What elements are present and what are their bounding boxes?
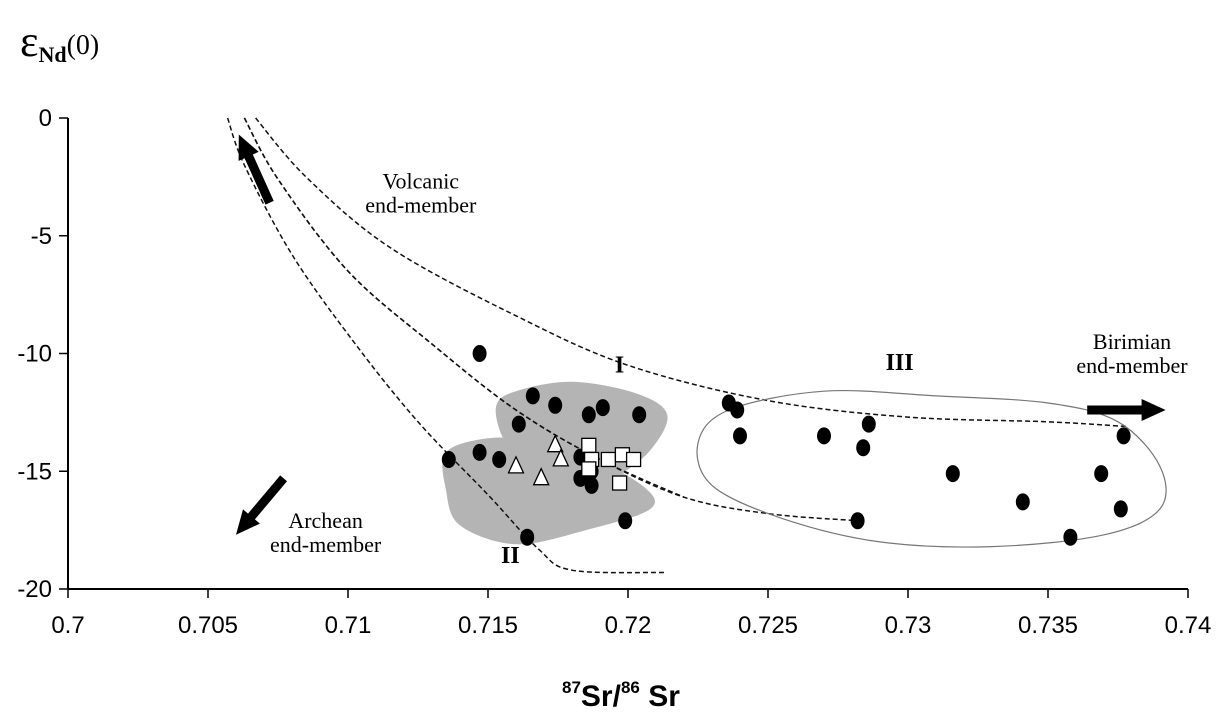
region-boundary-line — [255, 117, 1127, 428]
y-axis-label-suffix: (0) — [67, 30, 100, 61]
x-tick-label: 0.725 — [738, 612, 798, 639]
y-tick-label: 0 — [39, 105, 52, 132]
arrow — [236, 475, 287, 535]
data-point-circle — [856, 439, 871, 457]
data-point-circle — [595, 399, 610, 417]
y-tick-label: -5 — [31, 223, 52, 250]
data-point-circle — [850, 512, 865, 530]
x-axis-label-sup2: 86 — [621, 678, 640, 697]
data-point-circle — [472, 443, 487, 461]
data-point-circle — [861, 415, 876, 433]
arrow — [238, 134, 274, 205]
x-tick-label: 0.72 — [605, 612, 652, 639]
data-point-triangle — [532, 467, 550, 486]
data-point-circle — [472, 345, 487, 362]
region-outline — [696, 389, 1167, 548]
x-tick-label: 0.735 — [1018, 612, 1078, 639]
data-point-circle — [584, 476, 599, 494]
data-point-triangle — [507, 455, 525, 474]
y-axis-label-sub: Nd — [38, 42, 66, 67]
data-point-circle — [1063, 528, 1078, 546]
data-point-circle — [520, 528, 535, 546]
region-boundaries — [226, 117, 1167, 574]
x-tick-label: 0.73 — [885, 612, 932, 639]
y-tick-label: -15 — [17, 458, 52, 485]
data-point-circle — [730, 401, 745, 419]
region-boundary-line — [243, 117, 685, 498]
arrows — [236, 134, 1166, 535]
annotation-label: Archean end-member — [270, 508, 382, 557]
annotation-label: Volcanic end-member — [365, 169, 477, 218]
data-point-circle — [1015, 493, 1030, 511]
region-boundary-line — [226, 117, 665, 574]
data-point-circle — [733, 427, 747, 445]
data-point-circle — [525, 387, 540, 405]
data-point-triangle — [546, 434, 564, 453]
x-axis-label-mid: Sr/ — [581, 680, 622, 713]
y-ticks: 0 -5 -10 -15 -20 — [17, 105, 68, 603]
x-tick-label: 0.715 — [458, 612, 518, 639]
data-point-circle — [581, 406, 596, 424]
x-axis-label: 87Sr/86 Sr — [562, 678, 680, 713]
annotation-label: I — [615, 352, 624, 378]
data-point-circle — [618, 512, 633, 530]
x-tick-label: 0.7 — [51, 612, 84, 639]
data-point-circle — [441, 450, 456, 468]
data-point-circle — [548, 396, 563, 414]
annotation-label: III — [886, 350, 914, 376]
arrow — [1087, 399, 1166, 421]
data-point-square — [600, 451, 617, 468]
data-point-circle — [1113, 500, 1128, 518]
x-tick-label: 0.74 — [1165, 612, 1212, 639]
data-point-circle — [1116, 427, 1131, 445]
data-point-circle — [492, 450, 507, 468]
data-point-square — [581, 461, 597, 477]
data-point-square — [581, 437, 597, 453]
annotation-label: II — [501, 543, 520, 569]
y-tick-label: -10 — [17, 341, 52, 368]
data-point-circle — [1094, 465, 1109, 483]
annotation-label: Birimian end-member — [1076, 329, 1188, 378]
x-tick-label: 0.71 — [325, 612, 372, 639]
data-point-circle — [817, 427, 831, 445]
y-tick-label: -20 — [17, 576, 52, 603]
annotations: Volcanic end-member Birimian end-member Arch… — [270, 169, 1188, 569]
data-point-square — [611, 475, 628, 491]
data-point-circle — [511, 415, 526, 433]
data-point-triangle — [552, 448, 570, 467]
x-tick-label: 0.705 — [178, 612, 238, 639]
y-axis-label-base: ε — [20, 17, 38, 66]
shaded-area — [495, 381, 668, 493]
y-axis-label: εNd(0) — [20, 17, 99, 67]
data-point-square — [625, 451, 642, 468]
data-points — [441, 345, 1131, 546]
data-point-circle — [945, 465, 960, 483]
x-axis-label-end: Sr — [640, 680, 680, 713]
x-ticks: 0.7 0.705 0.71 0.715 0.72 0.725 0.73 0.735 0.74 — [51, 589, 1211, 639]
x-axis-label-sup1: 87 — [562, 678, 581, 697]
data-point-circle — [632, 406, 647, 424]
